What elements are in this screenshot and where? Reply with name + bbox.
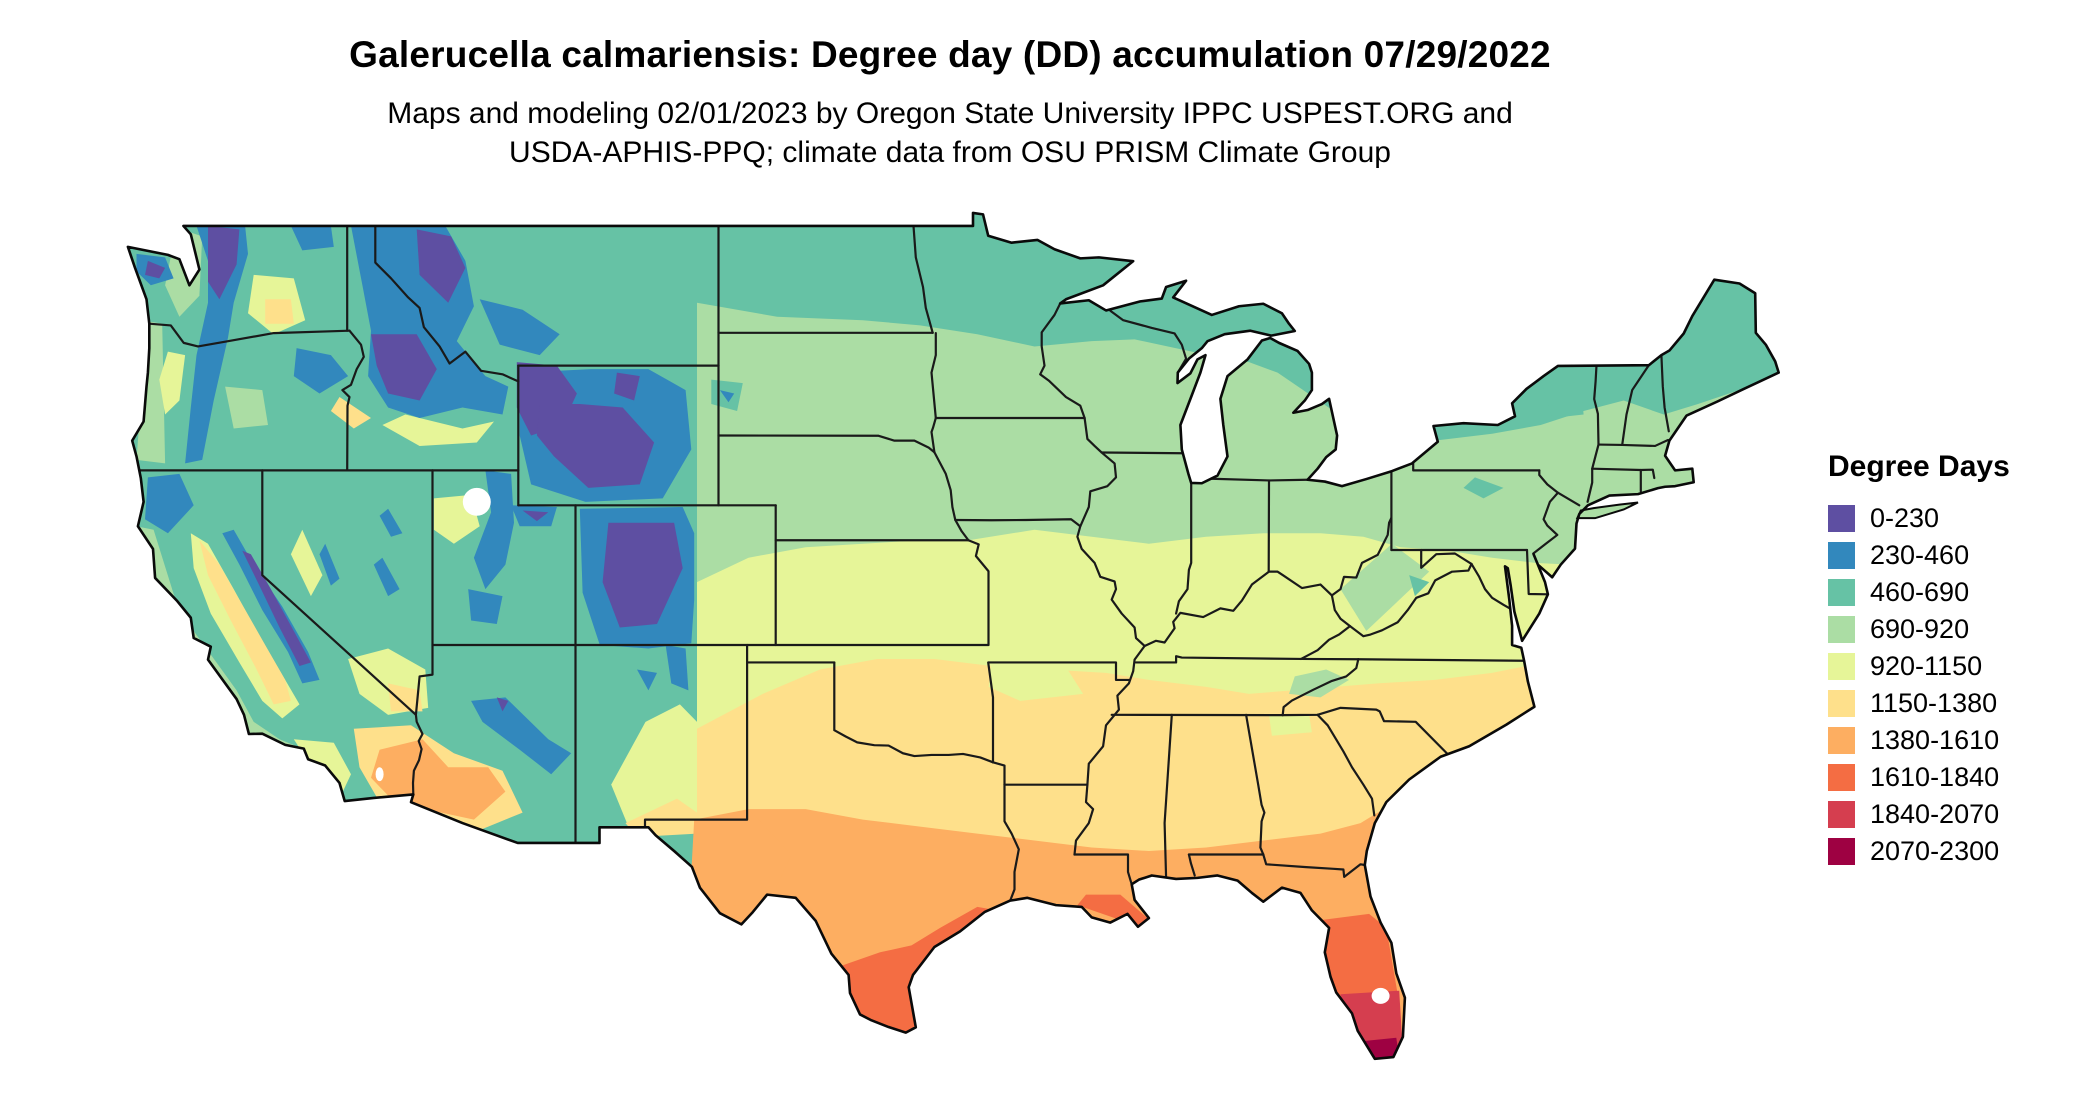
legend-label: 230-460 <box>1870 540 1970 570</box>
legend-swatch <box>1828 690 1855 717</box>
legend-item: 920-1150 <box>1828 648 2094 685</box>
legend-label: 0-230 <box>1870 503 1940 533</box>
legend-label: 920-1150 <box>1870 651 1983 681</box>
figure-subtitle-line1: Maps and modeling 02/01/2023 by Oregon S… <box>387 97 1513 130</box>
legend-label: 2070-2300 <box>1870 836 2000 866</box>
legend-label: 1610-1840 <box>1870 762 2000 792</box>
state-borders <box>135 224 1670 902</box>
legend-swatch <box>1828 505 1855 532</box>
legend-item: 690-920 <box>1828 611 2094 648</box>
legend-swatch <box>1828 653 1855 680</box>
figure-title: Galerucella calmariensis: Degree day (DD… <box>349 34 1551 75</box>
legend-label: 690-920 <box>1870 614 1970 644</box>
legend-swatch <box>1828 801 1855 828</box>
legend-item: 2070-2300 <box>1828 833 2094 870</box>
legend-item: 1610-1840 <box>1828 759 2094 796</box>
legend-swatch <box>1828 579 1855 606</box>
degree-day-raster <box>127 212 1779 1059</box>
figure-subtitle: Maps and modeling 02/01/2023 by Oregon S… <box>105 94 1795 172</box>
inland-water <box>375 487 1390 1004</box>
legend-item: 460-690 <box>1828 574 2094 611</box>
legend-label: 1840-2070 <box>1870 799 2000 829</box>
legend-swatch <box>1828 838 1855 865</box>
legend: Degree Days 0-230 230-460 460-690 690-920 92… <box>1828 450 2094 870</box>
legend-swatch <box>1828 727 1855 754</box>
legend-item: 230-460 <box>1828 537 2094 574</box>
legend-item: 1840-2070 <box>1828 796 2094 833</box>
legend-item: 1380-1610 <box>1828 722 2094 759</box>
us-map-svg <box>126 211 1780 1061</box>
legend-swatch <box>1828 542 1855 569</box>
us-outline <box>126 211 1780 1061</box>
legend-item: 0-230 <box>1828 500 2094 537</box>
legend-swatch <box>1828 764 1855 791</box>
legend-title: Degree Days <box>1828 450 2010 483</box>
legend-swatch <box>1828 616 1855 643</box>
legend-item: 1150-1380 <box>1828 685 2094 722</box>
long-island-outline <box>1575 501 1639 520</box>
legend-label: 460-690 <box>1870 577 1970 607</box>
us-degree-day-map <box>105 198 1795 1086</box>
figure-subtitle-line2: USDA-APHIS-PPQ; climate data from OSU PR… <box>509 136 1391 169</box>
legend-label: 1150-1380 <box>1870 688 1998 718</box>
legend-items: 0-230 230-460 460-690 690-920 920-1150 1150-1… <box>1828 500 2094 870</box>
legend-label: 1380-1610 <box>1870 725 2000 755</box>
